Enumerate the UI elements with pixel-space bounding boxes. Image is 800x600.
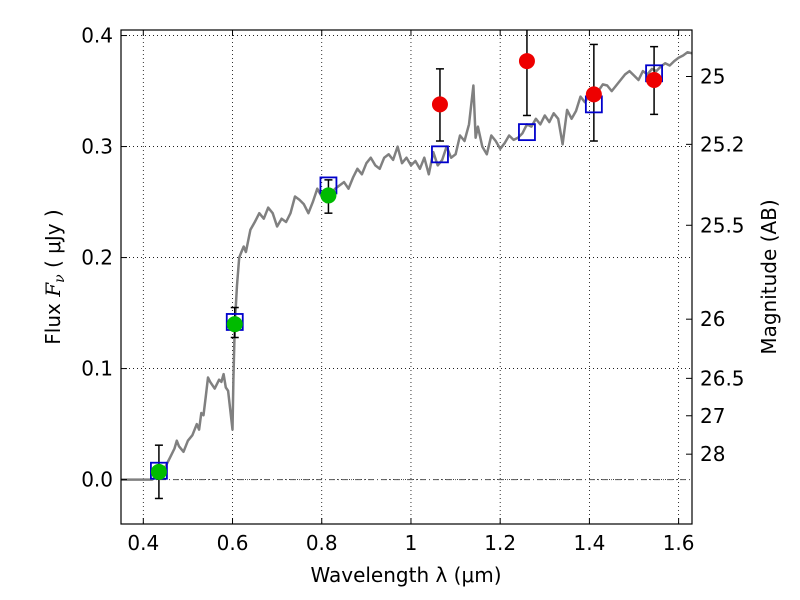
axis-ticks xyxy=(121,30,692,524)
red-point xyxy=(518,53,535,70)
y2-tick-label: 25 xyxy=(700,65,725,89)
y-tick-labels: 0.0 0.1 0.2 0.3 0.4 xyxy=(81,24,113,492)
y2-tick-labels: 25 25.2 25.5 26 26.5 27 28 xyxy=(700,65,745,467)
x-tick-label: 1 xyxy=(405,531,418,555)
model-square-marker xyxy=(431,145,449,164)
y2-tick-label: 25.5 xyxy=(700,213,745,237)
y-axis-title-subscript: ν xyxy=(52,274,68,283)
x-tick-label: 1.2 xyxy=(484,531,516,555)
y-tick-label: 0.0 xyxy=(81,468,113,492)
spectrum-series xyxy=(121,50,693,481)
y-tick-label: 0.2 xyxy=(81,246,113,270)
green-point xyxy=(150,463,167,480)
green-point xyxy=(226,316,243,333)
y-axis-title: Flux Fν ( μJy ) xyxy=(41,209,68,344)
x-tick-label: 1.4 xyxy=(573,531,605,555)
y-tick-label: 0.3 xyxy=(81,135,113,159)
y-tick-label: 0.4 xyxy=(81,24,113,48)
x-tick-label: 0.4 xyxy=(127,531,159,555)
y-axis-title-prefix: Flux xyxy=(41,297,65,345)
green-point xyxy=(320,187,337,204)
plot-frame xyxy=(120,29,693,525)
y-axis-title-units: ( μJy ) xyxy=(41,209,65,274)
y-tick-label: 0.1 xyxy=(81,357,113,381)
y2-tick-label: 26 xyxy=(700,307,725,331)
x-tick-label: 0.8 xyxy=(306,531,338,555)
spectrum-line xyxy=(121,50,693,481)
red-point xyxy=(431,96,448,113)
red-point xyxy=(646,71,663,88)
grid-lines xyxy=(121,30,692,524)
x-tick-label: 0.6 xyxy=(217,531,249,555)
y2-axis-title: Magnitude (AB) xyxy=(757,199,781,354)
x-axis-title: Wavelength λ (μm) xyxy=(310,563,501,587)
y2-tick-label: 26.5 xyxy=(700,366,745,390)
y2-tick-label: 28 xyxy=(700,442,725,466)
x-tick-label: 1.6 xyxy=(663,531,695,555)
red-point xyxy=(585,86,602,103)
model-square-marker xyxy=(518,123,536,142)
data-markers xyxy=(150,53,663,480)
y-axis-title-symbol: F xyxy=(41,282,65,298)
y2-tick-label: 27 xyxy=(700,404,725,428)
x-tick-labels: 0.4 0.6 0.8 1 1.2 1.4 1.6 xyxy=(127,531,694,555)
y2-tick-label: 25.2 xyxy=(700,132,745,156)
